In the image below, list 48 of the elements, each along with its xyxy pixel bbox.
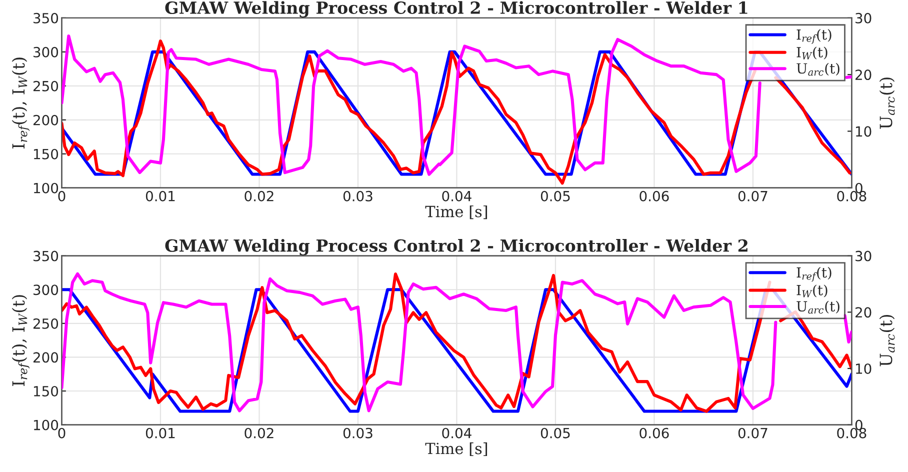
legend-label: U$_{arc}$(t) — [796, 62, 840, 76]
y2-tick-label: 10 — [856, 363, 872, 374]
y-axis-title: I$_{ref}$(t), I$_{W}$(t) — [12, 58, 30, 149]
x-tick-label: 0.06 — [640, 190, 669, 202]
y2-axis-title: U$_{arc}$(t) — [879, 78, 895, 129]
y-tick-label: 250 — [33, 80, 58, 92]
y2-tick-label: 30 — [856, 250, 872, 262]
y2-tick-label: 10 — [856, 126, 872, 137]
x-tick-label: 0.04 — [442, 428, 472, 438]
y-tick-label: 350 — [34, 250, 58, 262]
legend-label: I$_{W}$(t) — [796, 46, 828, 60]
y2-axis-title: U$_{arc}$(t) — [879, 314, 895, 366]
x-tick-label: 0.03 — [343, 190, 372, 202]
x-tick-label: 0.07 — [738, 190, 768, 202]
y-tick-label: 200 — [33, 114, 58, 126]
x-tick-label: 0.02 — [244, 428, 274, 438]
y2-tick-label: 20 — [856, 307, 872, 318]
y-tick-label: 350 — [34, 12, 58, 24]
chart-title: GMAW Welding Process Control 2 - Microcontroller - Welder 2 — [165, 238, 748, 256]
x-tick-label: 0.04 — [442, 190, 472, 202]
y2-tick-label: 20 — [856, 70, 872, 80]
legend-label: U$_{arc}$(t) — [796, 300, 840, 314]
x-tick-label: 0.03 — [343, 428, 372, 438]
x-tick-label: 0.06 — [640, 428, 669, 438]
y-tick-label: 150 — [34, 386, 58, 396]
y-tick-label: 300 — [34, 284, 58, 296]
x-tick-label: 0.02 — [244, 190, 274, 202]
y-tick-label: 100 — [34, 182, 58, 194]
x-tick-label: 0.01 — [146, 428, 175, 438]
y2-tick-label: 30 — [856, 12, 872, 24]
y-tick-label: 100 — [34, 420, 58, 430]
x-axis-title: Time [s] — [425, 442, 488, 456]
x-axis-title: Time [s] — [425, 205, 488, 220]
x-tick-label: 0 — [58, 190, 66, 202]
chart-title: GMAW Welding Process Control 2 - Microcontroller - Welder 1 — [165, 1, 748, 18]
x-tick-label: 0.05 — [540, 428, 570, 438]
y-tick-label: 200 — [33, 352, 58, 363]
x-tick-label: 0.07 — [738, 428, 768, 438]
x-tick-label: 0 — [58, 428, 66, 438]
x-tick-label: 0.01 — [146, 190, 175, 202]
y-tick-label: 300 — [34, 46, 58, 58]
legend-label: I$_{ref}$(t) — [796, 266, 832, 282]
legend-label: I$_{W}$(t) — [796, 284, 828, 298]
y-tick-label: 250 — [33, 318, 58, 329]
x-tick-label: 0.05 — [540, 190, 570, 202]
legend-label: I$_{ref}$(t) — [796, 29, 832, 44]
y-axis-title: I$_{ref}$(t), I$_{W}$(t) — [12, 295, 30, 386]
y-tick-label: 150 — [34, 148, 58, 160]
